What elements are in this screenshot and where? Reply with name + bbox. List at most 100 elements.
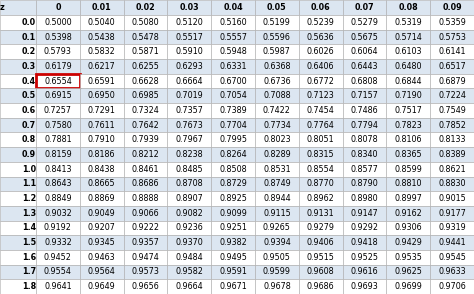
- FancyBboxPatch shape: [0, 0, 36, 15]
- FancyBboxPatch shape: [386, 133, 430, 147]
- Text: 0.8315: 0.8315: [307, 150, 335, 159]
- Text: 0.8289: 0.8289: [263, 150, 291, 159]
- FancyBboxPatch shape: [386, 235, 430, 250]
- Text: 0.7910: 0.7910: [88, 135, 116, 144]
- Text: 0.9693: 0.9693: [351, 282, 378, 291]
- Text: 0.9370: 0.9370: [175, 238, 203, 247]
- Text: 0.9332: 0.9332: [44, 238, 72, 247]
- FancyBboxPatch shape: [255, 176, 299, 191]
- Text: 0.9279: 0.9279: [307, 223, 335, 233]
- FancyBboxPatch shape: [211, 279, 255, 294]
- Text: 0.9319: 0.9319: [438, 223, 466, 233]
- FancyBboxPatch shape: [299, 279, 343, 294]
- FancyBboxPatch shape: [255, 118, 299, 133]
- Text: 0.8051: 0.8051: [307, 135, 335, 144]
- Text: 0.9463: 0.9463: [88, 253, 116, 262]
- FancyBboxPatch shape: [255, 15, 299, 30]
- FancyBboxPatch shape: [36, 30, 80, 44]
- Text: 0.9699: 0.9699: [394, 282, 422, 291]
- Text: 0.8997: 0.8997: [394, 194, 422, 203]
- Text: 0.9599: 0.9599: [263, 268, 291, 276]
- FancyBboxPatch shape: [0, 235, 36, 250]
- FancyBboxPatch shape: [299, 44, 343, 59]
- Text: 0.8023: 0.8023: [263, 135, 291, 144]
- FancyBboxPatch shape: [0, 191, 36, 206]
- FancyBboxPatch shape: [167, 235, 211, 250]
- Text: 0.7939: 0.7939: [132, 135, 159, 144]
- FancyBboxPatch shape: [36, 15, 80, 30]
- FancyBboxPatch shape: [430, 103, 474, 118]
- FancyBboxPatch shape: [167, 30, 211, 44]
- FancyBboxPatch shape: [299, 235, 343, 250]
- Text: 0.6217: 0.6217: [88, 62, 116, 71]
- FancyBboxPatch shape: [430, 147, 474, 162]
- FancyBboxPatch shape: [80, 88, 124, 103]
- Text: 0.9115: 0.9115: [263, 209, 291, 218]
- FancyBboxPatch shape: [343, 44, 386, 59]
- Text: 0.5438: 0.5438: [88, 33, 116, 41]
- FancyBboxPatch shape: [299, 59, 343, 74]
- Text: 0.9474: 0.9474: [132, 253, 159, 262]
- Text: 0.9162: 0.9162: [394, 209, 422, 218]
- Text: 0.9429: 0.9429: [394, 238, 422, 247]
- Text: 0.7517: 0.7517: [394, 106, 422, 115]
- FancyBboxPatch shape: [343, 250, 386, 265]
- FancyBboxPatch shape: [211, 0, 255, 15]
- Text: 0.6179: 0.6179: [44, 62, 72, 71]
- Text: 0.9582: 0.9582: [175, 268, 203, 276]
- Text: 0.6026: 0.6026: [307, 47, 335, 56]
- FancyBboxPatch shape: [343, 88, 386, 103]
- FancyBboxPatch shape: [211, 250, 255, 265]
- FancyBboxPatch shape: [343, 147, 386, 162]
- FancyBboxPatch shape: [386, 30, 430, 44]
- FancyBboxPatch shape: [430, 74, 474, 88]
- FancyBboxPatch shape: [124, 44, 167, 59]
- FancyBboxPatch shape: [299, 176, 343, 191]
- FancyBboxPatch shape: [36, 74, 80, 88]
- FancyBboxPatch shape: [167, 176, 211, 191]
- Text: 0.9357: 0.9357: [132, 238, 159, 247]
- FancyBboxPatch shape: [386, 88, 430, 103]
- FancyBboxPatch shape: [299, 88, 343, 103]
- Text: 0.7764: 0.7764: [307, 121, 335, 130]
- Text: 0.7549: 0.7549: [438, 106, 466, 115]
- Text: 0.9515: 0.9515: [307, 253, 335, 262]
- Text: 0.9406: 0.9406: [307, 238, 335, 247]
- Text: 0.9394: 0.9394: [263, 238, 291, 247]
- Text: 0.9306: 0.9306: [394, 223, 422, 233]
- FancyBboxPatch shape: [80, 220, 124, 235]
- Text: 0.8944: 0.8944: [263, 194, 291, 203]
- FancyBboxPatch shape: [167, 88, 211, 103]
- Text: 0.5832: 0.5832: [88, 47, 116, 56]
- FancyBboxPatch shape: [167, 74, 211, 88]
- Text: 0.9633: 0.9633: [438, 268, 466, 276]
- FancyBboxPatch shape: [80, 0, 124, 15]
- Text: 0.9082: 0.9082: [175, 209, 203, 218]
- FancyBboxPatch shape: [0, 44, 36, 59]
- FancyBboxPatch shape: [430, 191, 474, 206]
- FancyBboxPatch shape: [386, 162, 430, 176]
- Text: 0.0: 0.0: [22, 18, 36, 27]
- Text: z: z: [0, 3, 5, 12]
- Text: 0.8340: 0.8340: [351, 150, 378, 159]
- Text: 0.9625: 0.9625: [394, 268, 422, 276]
- FancyBboxPatch shape: [0, 133, 36, 147]
- FancyBboxPatch shape: [80, 118, 124, 133]
- Text: 0.6: 0.6: [22, 106, 36, 115]
- Text: 1.6: 1.6: [22, 253, 36, 262]
- Text: 0.5040: 0.5040: [88, 18, 116, 27]
- FancyBboxPatch shape: [343, 220, 386, 235]
- Text: 1.3: 1.3: [22, 209, 36, 218]
- FancyBboxPatch shape: [0, 74, 36, 88]
- Text: 0.9265: 0.9265: [263, 223, 291, 233]
- FancyBboxPatch shape: [255, 279, 299, 294]
- Text: 0.8810: 0.8810: [394, 179, 422, 188]
- Text: 0.6591: 0.6591: [88, 76, 116, 86]
- FancyBboxPatch shape: [124, 147, 167, 162]
- FancyBboxPatch shape: [167, 0, 211, 15]
- Text: 0.5596: 0.5596: [263, 33, 291, 41]
- Text: 0.5478: 0.5478: [132, 33, 159, 41]
- Text: 0.5910: 0.5910: [175, 47, 203, 56]
- Text: 0.7190: 0.7190: [394, 91, 422, 100]
- Text: 0.6950: 0.6950: [88, 91, 116, 100]
